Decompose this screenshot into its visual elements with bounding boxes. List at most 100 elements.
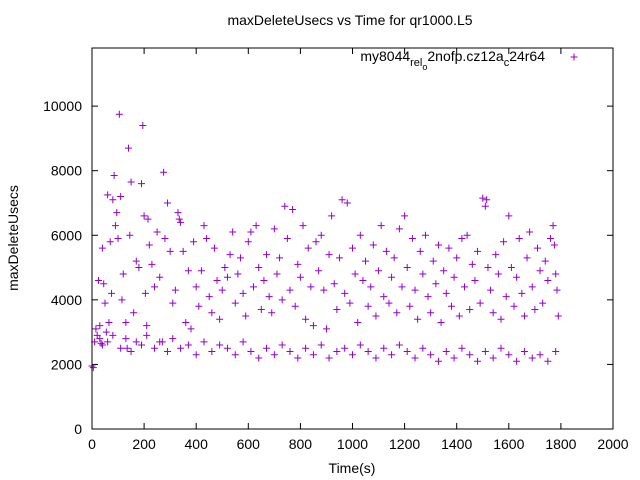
data-point (395, 341, 403, 349)
data-point (294, 260, 302, 268)
data-point (356, 231, 364, 239)
y-tick-label: 4000 (51, 292, 82, 308)
data-point (364, 302, 372, 310)
data-point (533, 244, 541, 252)
data-point (247, 228, 255, 236)
data-point (268, 309, 276, 317)
data-point (286, 348, 294, 356)
data-point (192, 351, 200, 359)
data-point (118, 296, 126, 304)
data-point (106, 238, 114, 246)
data-point (223, 344, 231, 352)
data-point (453, 254, 461, 262)
data-point (208, 309, 216, 317)
data-point (263, 344, 271, 352)
data-point (380, 344, 388, 352)
y-axis-label: maxDeleteUsecs (5, 185, 21, 291)
data-point (234, 270, 242, 278)
data-point (127, 348, 135, 356)
x-tick-label: 0 (88, 436, 96, 452)
data-point (291, 302, 299, 310)
x-axis-label: Time(s) (329, 460, 376, 476)
data-point (109, 196, 117, 204)
data-point (479, 194, 487, 202)
data-point (513, 273, 521, 281)
data-point (349, 244, 356, 252)
data-point (450, 273, 458, 281)
legend-label-subscript: rel (410, 57, 422, 69)
data-point (299, 222, 307, 230)
y-tick-label: 8000 (51, 163, 82, 179)
data-point (139, 121, 147, 129)
data-point (105, 318, 113, 326)
data-point (372, 354, 380, 362)
data-point (213, 276, 221, 284)
data-point (552, 270, 560, 278)
data-point (182, 318, 190, 326)
data-point (143, 322, 151, 330)
data-point (126, 231, 134, 239)
data-point (528, 354, 536, 362)
data-point (450, 354, 458, 362)
data-point (239, 338, 247, 346)
data-point (175, 215, 183, 223)
data-point (424, 293, 432, 301)
data-point (164, 199, 172, 207)
data-point (200, 222, 208, 230)
data-point (312, 238, 320, 246)
data-point (388, 351, 396, 359)
data-point (110, 172, 118, 180)
data-point (507, 264, 515, 272)
data-point (546, 235, 554, 242)
data-point (160, 168, 168, 176)
data-point (463, 231, 471, 239)
data-point (122, 318, 130, 326)
data-point (427, 351, 435, 359)
data-point (244, 238, 252, 246)
data-point (393, 309, 401, 317)
data-point (554, 312, 562, 320)
data-point (226, 251, 234, 259)
data-point (401, 212, 409, 220)
data-point (177, 218, 185, 226)
data-point (437, 318, 445, 326)
data-point (98, 244, 106, 252)
data-point (236, 254, 244, 262)
data-point (487, 286, 495, 294)
data-point (101, 299, 109, 307)
data-point (260, 276, 268, 284)
data-point (95, 276, 103, 284)
data-point (549, 222, 557, 230)
data-point (184, 267, 192, 275)
data-point (544, 276, 552, 284)
data-point (489, 309, 497, 317)
data-point (100, 280, 108, 288)
data-point (411, 354, 419, 362)
data-point (187, 325, 195, 333)
data-point (117, 344, 125, 352)
data-point (341, 344, 349, 352)
data-point (513, 357, 521, 365)
data-point (333, 306, 341, 314)
x-tick-label: 800 (289, 436, 313, 452)
data-point (481, 202, 489, 210)
data-point (123, 344, 131, 352)
data-point (109, 331, 117, 339)
data-point (278, 296, 286, 304)
data-point (115, 110, 123, 118)
data-point (192, 283, 200, 291)
data-point (380, 293, 388, 301)
data-point (455, 312, 463, 320)
data-point (184, 341, 192, 349)
data-point (375, 267, 383, 275)
legend-label-part: 24r64 (509, 48, 545, 64)
data-point (156, 338, 164, 346)
data-point (390, 254, 398, 262)
data-point (283, 235, 291, 242)
data-point (137, 180, 145, 188)
data-point (218, 286, 226, 294)
data-point (500, 238, 508, 246)
y-tick-label: 0 (74, 421, 82, 437)
data-point (372, 312, 380, 320)
data-point (520, 312, 528, 320)
